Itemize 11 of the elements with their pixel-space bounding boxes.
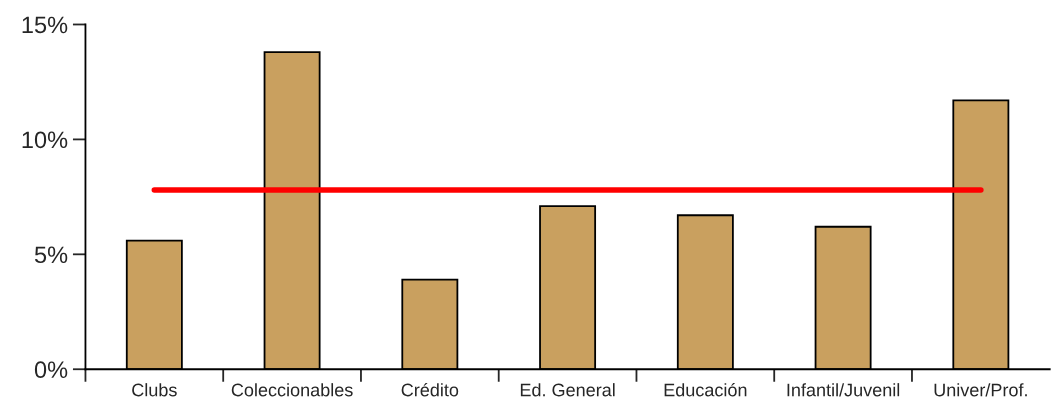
y-tick-label: 0% <box>34 361 68 379</box>
x-tick-label: Coleccionables <box>231 383 353 397</box>
x-tick-label: Univer/Prof. <box>934 383 1027 397</box>
y-tick-label: 15% <box>22 16 68 34</box>
y-tick-label: 10% <box>22 131 68 149</box>
x-tick-label: Infantil/Juvenil <box>787 383 900 397</box>
x-tick-label: Crédito <box>401 382 459 397</box>
x-tick-label: Clubs <box>132 383 177 397</box>
x-tick-label: Educación <box>664 382 747 397</box>
x-tick-label: Ed. General <box>520 383 615 397</box>
y-tick-label: 5% <box>34 246 68 264</box>
